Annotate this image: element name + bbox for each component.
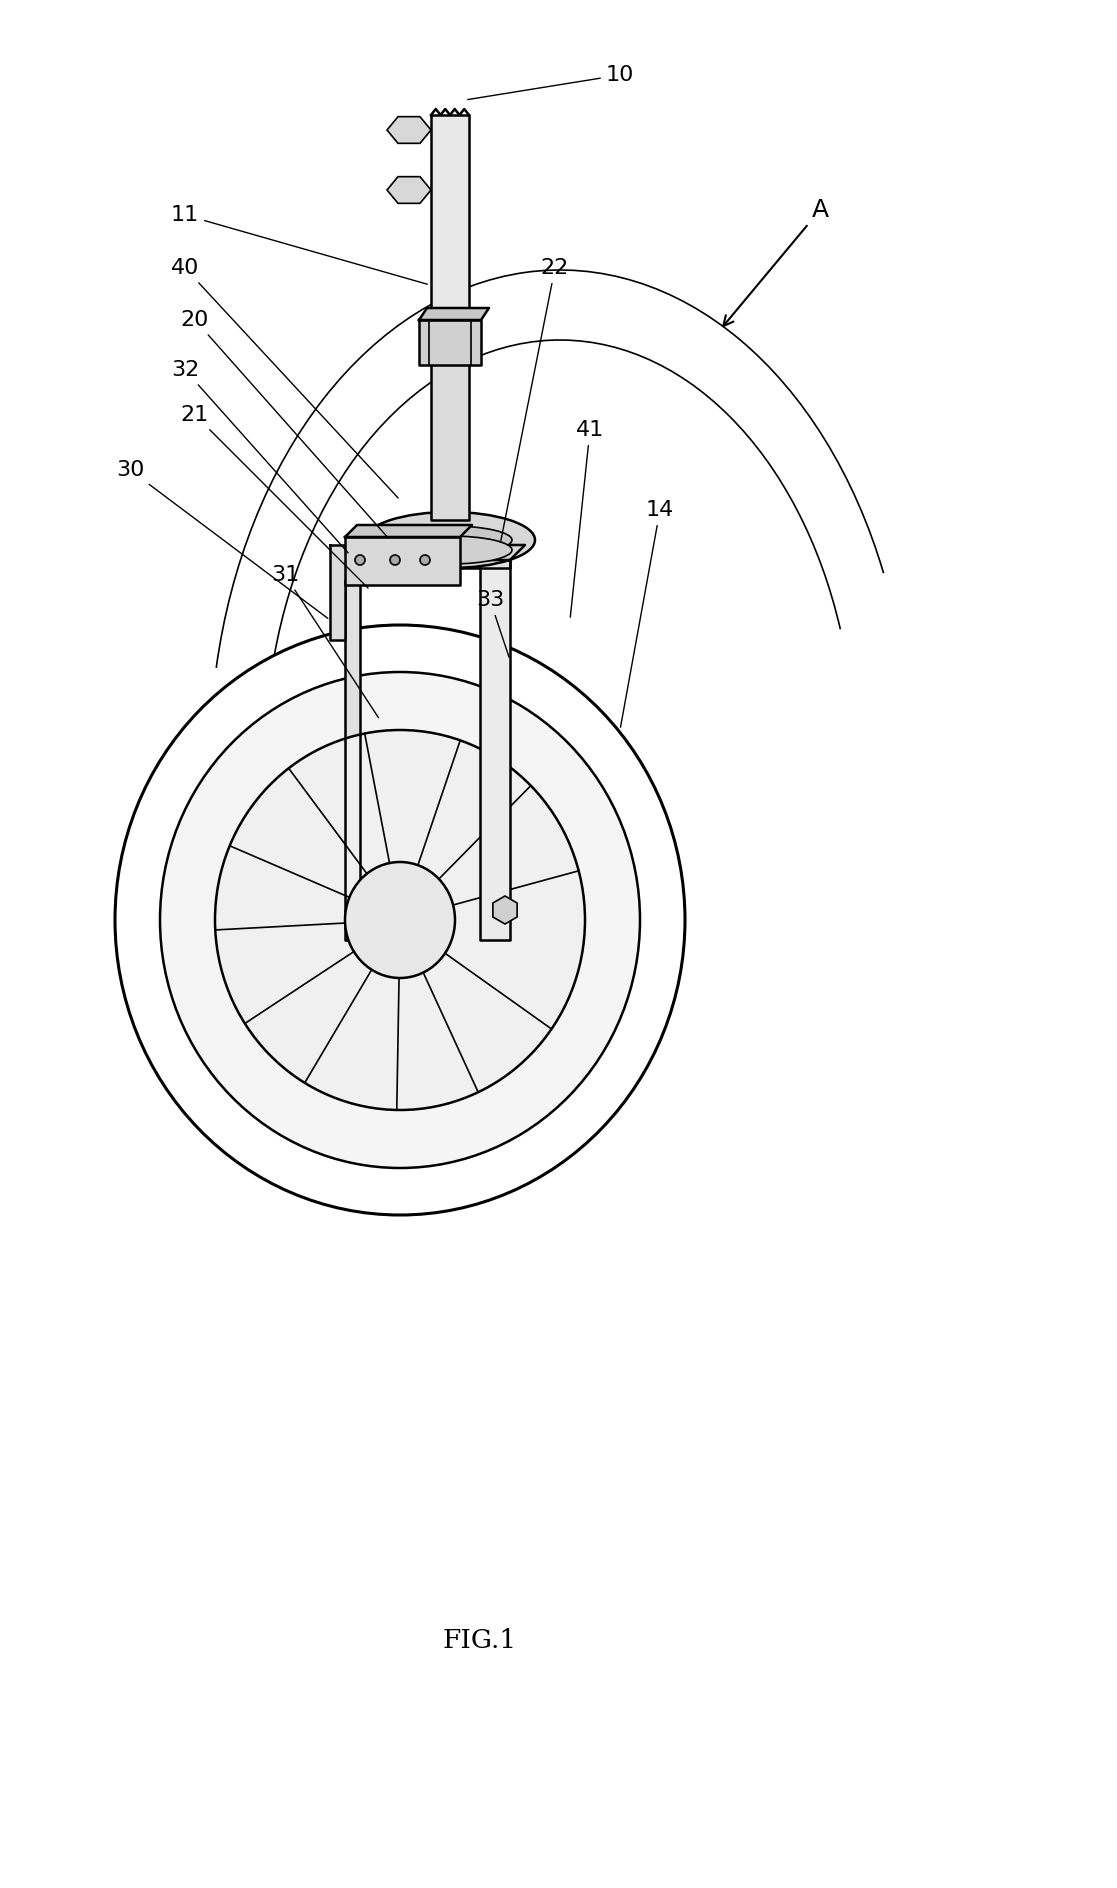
Polygon shape xyxy=(386,117,431,143)
Text: 11: 11 xyxy=(171,206,428,285)
Text: FIG.1: FIG.1 xyxy=(443,1627,517,1652)
Polygon shape xyxy=(419,319,481,364)
Polygon shape xyxy=(431,115,469,319)
Text: A: A xyxy=(724,198,829,327)
Text: 22: 22 xyxy=(500,259,570,542)
Ellipse shape xyxy=(390,555,400,565)
Text: 41: 41 xyxy=(571,419,604,617)
Ellipse shape xyxy=(115,625,685,1216)
Ellipse shape xyxy=(355,555,365,565)
Polygon shape xyxy=(345,546,525,561)
Polygon shape xyxy=(330,546,450,640)
Polygon shape xyxy=(480,561,510,940)
Text: 30: 30 xyxy=(116,461,327,619)
Ellipse shape xyxy=(388,536,512,565)
Text: 33: 33 xyxy=(476,589,509,657)
Text: 32: 32 xyxy=(171,361,349,553)
Ellipse shape xyxy=(345,863,455,978)
Ellipse shape xyxy=(160,672,640,1169)
Text: 14: 14 xyxy=(621,500,675,727)
Ellipse shape xyxy=(420,555,430,565)
Polygon shape xyxy=(386,177,431,204)
Ellipse shape xyxy=(388,527,512,553)
Polygon shape xyxy=(493,897,517,923)
Polygon shape xyxy=(345,536,460,585)
Polygon shape xyxy=(345,525,472,536)
Polygon shape xyxy=(480,546,525,561)
Polygon shape xyxy=(345,551,510,568)
Text: 21: 21 xyxy=(181,406,367,587)
Ellipse shape xyxy=(365,512,535,568)
Ellipse shape xyxy=(214,731,585,1110)
Polygon shape xyxy=(345,561,360,940)
Text: 20: 20 xyxy=(181,310,388,538)
Text: 10: 10 xyxy=(468,64,634,100)
Text: 31: 31 xyxy=(271,565,379,717)
Polygon shape xyxy=(431,319,469,519)
Polygon shape xyxy=(419,308,489,319)
Text: 40: 40 xyxy=(171,259,398,498)
